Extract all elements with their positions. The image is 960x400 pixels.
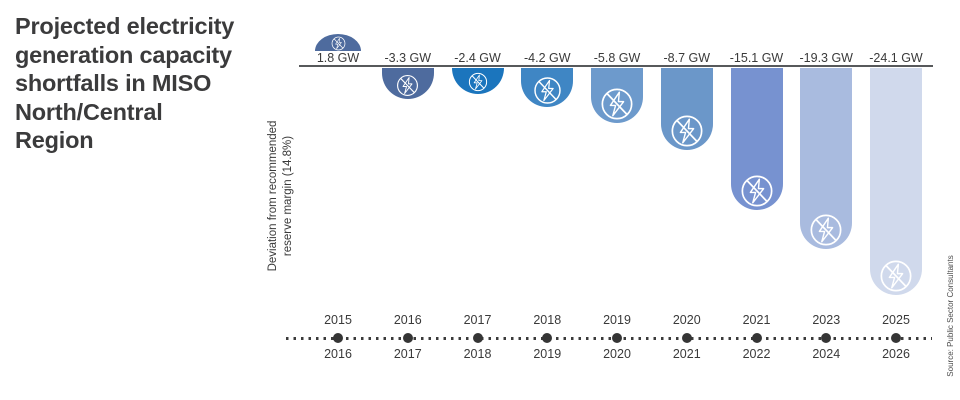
y-axis-label: Deviation from recommended reserve margi… (267, 120, 294, 272)
axis-dot (542, 333, 553, 343)
year-start-label: 2021 (742, 313, 771, 327)
bar-value-label: 1.8 GW (316, 51, 360, 65)
bar-value-label: -8.7 GW (663, 51, 711, 65)
no-power-icon (397, 75, 419, 96)
bar-value-label: -2.4 GW (454, 51, 501, 65)
year-end-label: 2018 (463, 347, 492, 361)
axis-dot (821, 333, 832, 343)
axis-dot (612, 333, 622, 343)
shortfall-bar (381, 68, 434, 99)
no-power-icon (741, 175, 772, 207)
chart-title: Projected electricity generation capacit… (15, 13, 235, 153)
year-start-label: 2025 (882, 313, 910, 327)
year-start-label: 2020 (672, 313, 701, 327)
year-end-label: 2020 (603, 347, 631, 361)
year-end-label: 2017 (393, 347, 422, 361)
baseline (299, 65, 933, 67)
shortfall-bar (521, 68, 574, 107)
bar-value-label: -4.2 GW (523, 51, 571, 65)
axis-dot (402, 333, 413, 343)
year-end-label: 2026 (882, 347, 910, 361)
shortfall-bar (660, 68, 713, 150)
year-start-label: 2019 (603, 313, 631, 327)
axis-dot (333, 333, 343, 343)
no-power-icon (601, 88, 633, 120)
year-start-label: 2023 (812, 313, 841, 327)
shortfall-bar (870, 68, 922, 295)
no-power-icon (331, 36, 345, 51)
axis-dot (891, 333, 901, 343)
shortfall-bar (451, 68, 504, 94)
no-power-icon (880, 260, 912, 292)
axis-dot (472, 333, 483, 343)
year-end-label: 2022 (742, 347, 771, 361)
year-start-label: 2016 (393, 313, 422, 327)
bar-value-label: -15.1 GW (729, 51, 784, 65)
no-power-icon (534, 77, 561, 104)
no-power-icon (671, 115, 703, 147)
year-start-label: 2015 (324, 313, 352, 327)
year-end-label: 2021 (672, 347, 701, 361)
year-end-label: 2016 (324, 347, 352, 361)
bar-value-label: -19.3 GW (799, 51, 854, 65)
no-power-icon (468, 72, 487, 92)
bar-value-label: -5.8 GW (593, 51, 641, 65)
axis-dot (751, 333, 762, 343)
year-end-label: 2024 (812, 347, 841, 361)
no-power-icon (810, 214, 842, 246)
year-start-label: 2017 (463, 313, 492, 327)
shortfall-bar (730, 68, 783, 210)
surplus-dome (315, 34, 361, 51)
shortfall-bar (800, 68, 853, 249)
shortfall-bar (591, 68, 643, 123)
year-start-label: 2018 (533, 313, 562, 327)
x-axis-dotted-line (286, 337, 932, 340)
bar-value-label: -3.3 GW (384, 51, 432, 65)
axis-dot (681, 333, 692, 343)
year-end-label: 2019 (533, 347, 562, 361)
source-note: Source: Public Sector Consultants (946, 255, 955, 377)
bar-value-label: -24.1 GW (869, 51, 923, 65)
